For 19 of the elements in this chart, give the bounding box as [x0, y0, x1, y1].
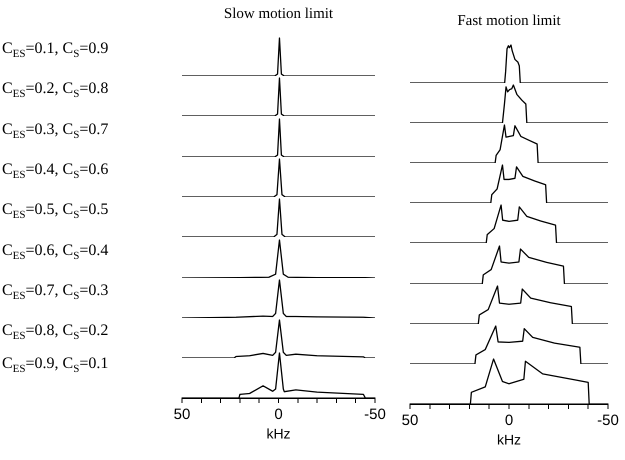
y-axis-title: C$_{ES}$=0.3, C$_{S}$=0.7	[2, 120, 108, 141]
x-tick-label: 50	[174, 406, 190, 424]
y-axis-title: C$_{ES}$=0.4, C$_{S}$=0.6	[2, 160, 108, 182]
y-axis-title: C$_{ES}$=0.2, C$_{S}$=0.8	[2, 80, 108, 100]
chart-title: Slow motion limit	[222, 6, 334, 23]
y-axis-title: C$_{ES}$=0.6, C$_{S}$=0.4	[2, 242, 108, 262]
x-tick-label: -50	[364, 406, 386, 424]
x-tick-label: -50	[597, 412, 619, 429]
x-axis-title: kHz	[496, 431, 522, 448]
y-axis-title: C$_{ES}$=0.9, C$_{S}$=0.1	[2, 355, 108, 376]
y-axis-title: C$_{ES}$=0.5, C$_{S}$=0.5	[2, 201, 108, 222]
y-axis-title: C$_{ES}$=0.1, C$_{S}$=0.9	[2, 40, 108, 60]
x-axis-title: kHz	[266, 426, 291, 442]
x-tick-label: 0	[504, 412, 514, 429]
y-axis-title: C$_{ES}$=0.7, C$_{S}$=0.3	[2, 282, 108, 302]
x-tick-label: 0	[274, 406, 283, 424]
y-axis-title: C$_{ES}$=0.8, C$_{S}$=0.2	[2, 322, 108, 342]
x-tick-label: 50	[402, 412, 418, 429]
chart-title: Fast motion limit	[456, 13, 562, 30]
